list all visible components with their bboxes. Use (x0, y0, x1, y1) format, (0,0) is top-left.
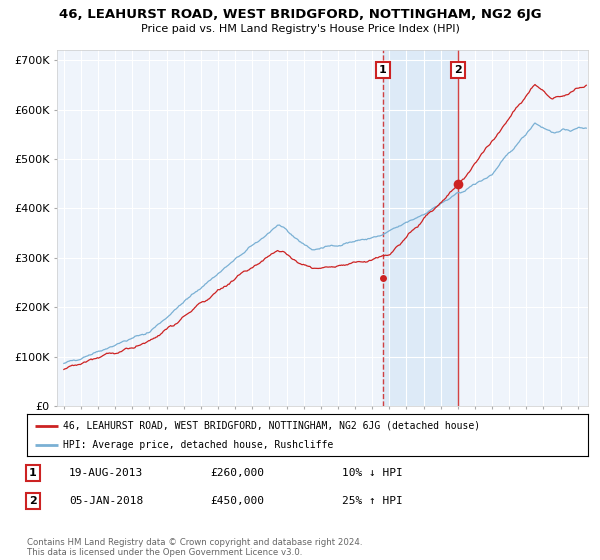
Text: 1: 1 (379, 65, 387, 75)
Text: 46, LEAHURST ROAD, WEST BRIDGFORD, NOTTINGHAM, NG2 6JG (detached house): 46, LEAHURST ROAD, WEST BRIDGFORD, NOTTI… (64, 421, 481, 431)
Text: 25% ↑ HPI: 25% ↑ HPI (342, 496, 403, 506)
Text: Price paid vs. HM Land Registry's House Price Index (HPI): Price paid vs. HM Land Registry's House … (140, 24, 460, 34)
Text: HPI: Average price, detached house, Rushcliffe: HPI: Average price, detached house, Rush… (64, 440, 334, 450)
Text: £260,000: £260,000 (210, 468, 264, 478)
Text: 19-AUG-2013: 19-AUG-2013 (69, 468, 143, 478)
Bar (383, 50, 458, 406)
Text: 1: 1 (29, 468, 37, 478)
Text: 46, LEAHURST ROAD, WEST BRIDGFORD, NOTTINGHAM, NG2 6JG: 46, LEAHURST ROAD, WEST BRIDGFORD, NOTTI… (59, 8, 541, 21)
Text: 05-JAN-2018: 05-JAN-2018 (69, 496, 143, 506)
Text: Contains HM Land Registry data © Crown copyright and database right 2024.
This d: Contains HM Land Registry data © Crown c… (27, 538, 362, 557)
Text: £450,000: £450,000 (210, 496, 264, 506)
Text: 2: 2 (454, 65, 462, 75)
Text: 10% ↓ HPI: 10% ↓ HPI (342, 468, 403, 478)
Text: 2: 2 (29, 496, 37, 506)
